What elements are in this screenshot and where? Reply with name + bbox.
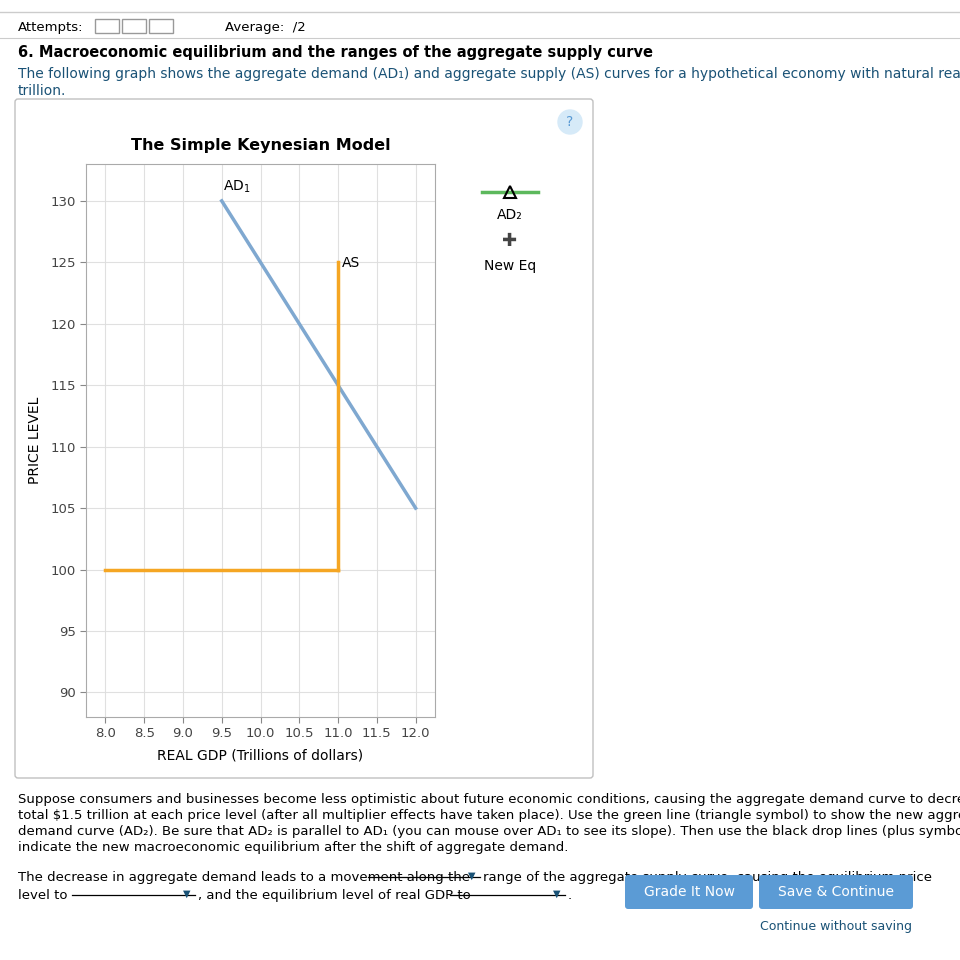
Title: The Simple Keynesian Model: The Simple Keynesian Model bbox=[131, 138, 391, 153]
Text: AD$_1$: AD$_1$ bbox=[224, 179, 251, 195]
Text: .: . bbox=[568, 889, 572, 902]
Text: ?: ? bbox=[566, 115, 574, 129]
Text: Save & Continue: Save & Continue bbox=[778, 885, 894, 899]
Text: ✚: ✚ bbox=[502, 232, 517, 250]
Text: Continue without saving: Continue without saving bbox=[760, 920, 912, 933]
Y-axis label: PRICE LEVEL: PRICE LEVEL bbox=[28, 396, 41, 484]
Text: AD₂: AD₂ bbox=[497, 208, 523, 222]
Text: ▼: ▼ bbox=[468, 871, 475, 880]
Text: AS: AS bbox=[342, 256, 360, 270]
Bar bbox=[149, 19, 173, 33]
Text: ▼: ▼ bbox=[183, 889, 190, 899]
Bar bbox=[122, 19, 146, 33]
Text: demand curve (AD₂). Be sure that AD₂ is parallel to AD₁ (you can mouse over AD₁ : demand curve (AD₂). Be sure that AD₂ is … bbox=[18, 825, 960, 838]
Text: ▼: ▼ bbox=[553, 889, 561, 899]
FancyBboxPatch shape bbox=[625, 875, 753, 909]
Text: range of the aggregate supply curve, causing the equilibrium price: range of the aggregate supply curve, cau… bbox=[483, 871, 932, 884]
X-axis label: REAL GDP (Trillions of dollars): REAL GDP (Trillions of dollars) bbox=[157, 749, 364, 763]
Text: Average:  /2: Average: /2 bbox=[225, 21, 305, 34]
Bar bbox=[95, 19, 119, 33]
FancyBboxPatch shape bbox=[759, 875, 913, 909]
Text: total $1.5 trillion at each price level (after all multiplier effects have taken: total $1.5 trillion at each price level … bbox=[18, 809, 960, 822]
Text: , and the equilibrium level of real GDP to: , and the equilibrium level of real GDP … bbox=[198, 889, 470, 902]
Text: Suppose consumers and businesses become less optimistic about future economic co: Suppose consumers and businesses become … bbox=[18, 793, 960, 806]
Text: The following graph shows the aggregate demand (AD₁) and aggregate supply (AS) c: The following graph shows the aggregate … bbox=[18, 67, 960, 81]
Text: Attempts:: Attempts: bbox=[18, 21, 84, 34]
Text: trillion.: trillion. bbox=[18, 84, 66, 98]
Text: The decrease in aggregate demand leads to a movement along the: The decrease in aggregate demand leads t… bbox=[18, 871, 470, 884]
Text: level to: level to bbox=[18, 889, 67, 902]
Text: indicate the new macroeconomic equilibrium after the shift of aggregate demand.: indicate the new macroeconomic equilibri… bbox=[18, 841, 568, 854]
Text: Grade It Now: Grade It Now bbox=[643, 885, 734, 899]
FancyBboxPatch shape bbox=[15, 99, 593, 778]
Circle shape bbox=[558, 110, 582, 134]
Text: 6. Macroeconomic equilibrium and the ranges of the aggregate supply curve: 6. Macroeconomic equilibrium and the ran… bbox=[18, 45, 653, 60]
Text: New Eq: New Eq bbox=[484, 259, 536, 273]
